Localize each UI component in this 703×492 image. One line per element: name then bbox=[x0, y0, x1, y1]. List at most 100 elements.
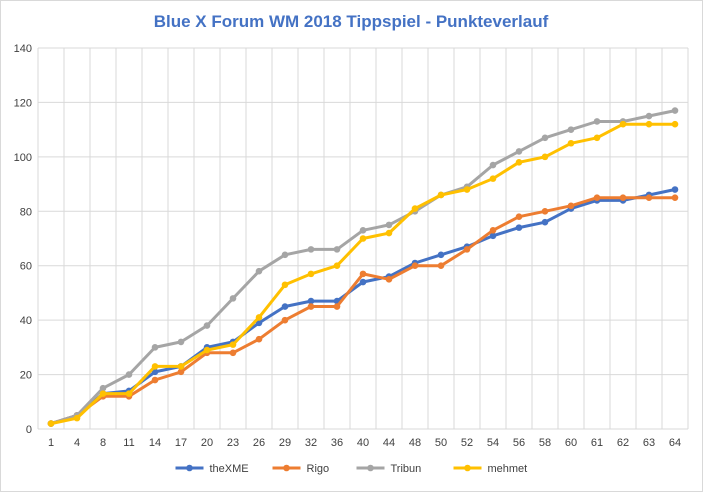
data-point bbox=[567, 202, 575, 210]
data-point bbox=[645, 120, 653, 128]
data-point bbox=[385, 276, 393, 283]
data-point bbox=[359, 235, 367, 242]
y-tick-label: 120 bbox=[14, 97, 32, 109]
legend-label: Tribun bbox=[391, 463, 422, 475]
data-point bbox=[359, 270, 367, 278]
x-tick-label: 44 bbox=[383, 437, 395, 449]
data-point bbox=[385, 229, 393, 237]
x-tick-label: 17 bbox=[175, 437, 187, 449]
data-point bbox=[671, 194, 679, 201]
data-point bbox=[177, 368, 185, 376]
data-point bbox=[307, 270, 315, 278]
y-tick-label: 60 bbox=[20, 261, 32, 273]
data-point bbox=[307, 303, 315, 310]
data-point bbox=[619, 120, 627, 128]
y-tick-label: 100 bbox=[14, 152, 32, 164]
data-point bbox=[307, 246, 315, 253]
data-point bbox=[99, 390, 107, 397]
y-tick-label: 20 bbox=[20, 370, 32, 382]
data-point bbox=[281, 251, 289, 259]
series-mehmet bbox=[47, 120, 679, 427]
data-point bbox=[593, 194, 601, 201]
data-point bbox=[411, 205, 419, 212]
x-tick-label: 14 bbox=[149, 437, 161, 449]
legend-item-tribun: Tribun bbox=[356, 463, 422, 475]
data-point bbox=[671, 120, 679, 128]
legend-label: mehmet bbox=[488, 463, 528, 475]
data-point bbox=[255, 267, 263, 275]
legend-item-mehmet: mehmet bbox=[453, 463, 528, 475]
data-point bbox=[203, 322, 211, 329]
data-point bbox=[515, 159, 523, 166]
x-tick-label: 48 bbox=[409, 437, 421, 449]
legend-marker bbox=[186, 464, 193, 472]
data-point bbox=[281, 316, 289, 324]
x-tick-label: 29 bbox=[279, 437, 291, 449]
data-point bbox=[177, 338, 185, 346]
data-point bbox=[99, 384, 107, 392]
data-point bbox=[385, 221, 393, 229]
series-line bbox=[50, 188, 676, 426]
data-point bbox=[645, 112, 653, 120]
x-tick-label: 36 bbox=[331, 437, 343, 449]
x-tick-label: 32 bbox=[305, 437, 317, 449]
y-tick-label: 140 bbox=[14, 43, 32, 55]
data-point bbox=[645, 194, 653, 201]
data-point bbox=[229, 341, 237, 348]
x-tick-label: 62 bbox=[617, 437, 629, 449]
data-point bbox=[593, 118, 601, 125]
legend-marker bbox=[283, 464, 290, 472]
y-tick-label: 80 bbox=[20, 206, 32, 218]
data-point bbox=[437, 251, 445, 259]
x-tick-label: 1 bbox=[48, 437, 54, 449]
data-point bbox=[463, 186, 471, 193]
data-point bbox=[489, 175, 497, 182]
data-point bbox=[437, 191, 445, 199]
x-tick-label: 64 bbox=[669, 437, 681, 449]
data-point bbox=[489, 161, 497, 169]
data-point bbox=[125, 371, 133, 378]
data-point bbox=[593, 134, 601, 142]
data-point bbox=[255, 335, 263, 343]
x-tick-label: 63 bbox=[643, 437, 655, 449]
data-point bbox=[515, 213, 523, 221]
data-point bbox=[255, 314, 263, 321]
data-point bbox=[489, 227, 497, 234]
data-point bbox=[151, 376, 159, 384]
data-point bbox=[463, 246, 471, 253]
chart-title: Blue X Forum WM 2018 Tippspiel - Punktev… bbox=[154, 12, 549, 31]
data-point bbox=[281, 281, 289, 289]
data-point bbox=[359, 227, 367, 234]
data-point bbox=[541, 218, 549, 226]
data-point bbox=[515, 148, 523, 155]
data-point bbox=[281, 303, 289, 310]
data-point bbox=[437, 262, 445, 270]
data-point bbox=[125, 390, 133, 397]
x-tick-label: 50 bbox=[435, 437, 447, 449]
data-point bbox=[541, 153, 549, 161]
x-tick-label: 54 bbox=[487, 437, 499, 449]
legend-label: theXME bbox=[210, 463, 249, 475]
data-point bbox=[203, 346, 211, 354]
x-tick-label: 56 bbox=[513, 437, 525, 449]
data-point bbox=[489, 232, 497, 240]
x-axis-ticks: 1 4 8 11 14 17 20 23 26 29 32 36 40 44 48 50 52 54 56 58 60 6… bbox=[48, 437, 681, 449]
legend-marker bbox=[367, 464, 374, 472]
series-group bbox=[47, 107, 679, 427]
data-point bbox=[333, 262, 341, 270]
legend: theXME Rigo Tribun mehmet bbox=[175, 463, 528, 475]
data-point bbox=[151, 363, 159, 370]
data-point bbox=[671, 107, 679, 114]
x-tick-label: 60 bbox=[565, 437, 577, 449]
y-tick-label: 40 bbox=[20, 315, 32, 327]
data-point bbox=[151, 344, 159, 351]
data-point bbox=[47, 420, 55, 427]
x-tick-label: 61 bbox=[591, 437, 603, 449]
data-point bbox=[333, 246, 341, 253]
x-tick-label: 58 bbox=[539, 437, 551, 449]
data-point bbox=[177, 363, 185, 370]
data-point bbox=[411, 262, 419, 270]
data-point bbox=[619, 194, 627, 201]
